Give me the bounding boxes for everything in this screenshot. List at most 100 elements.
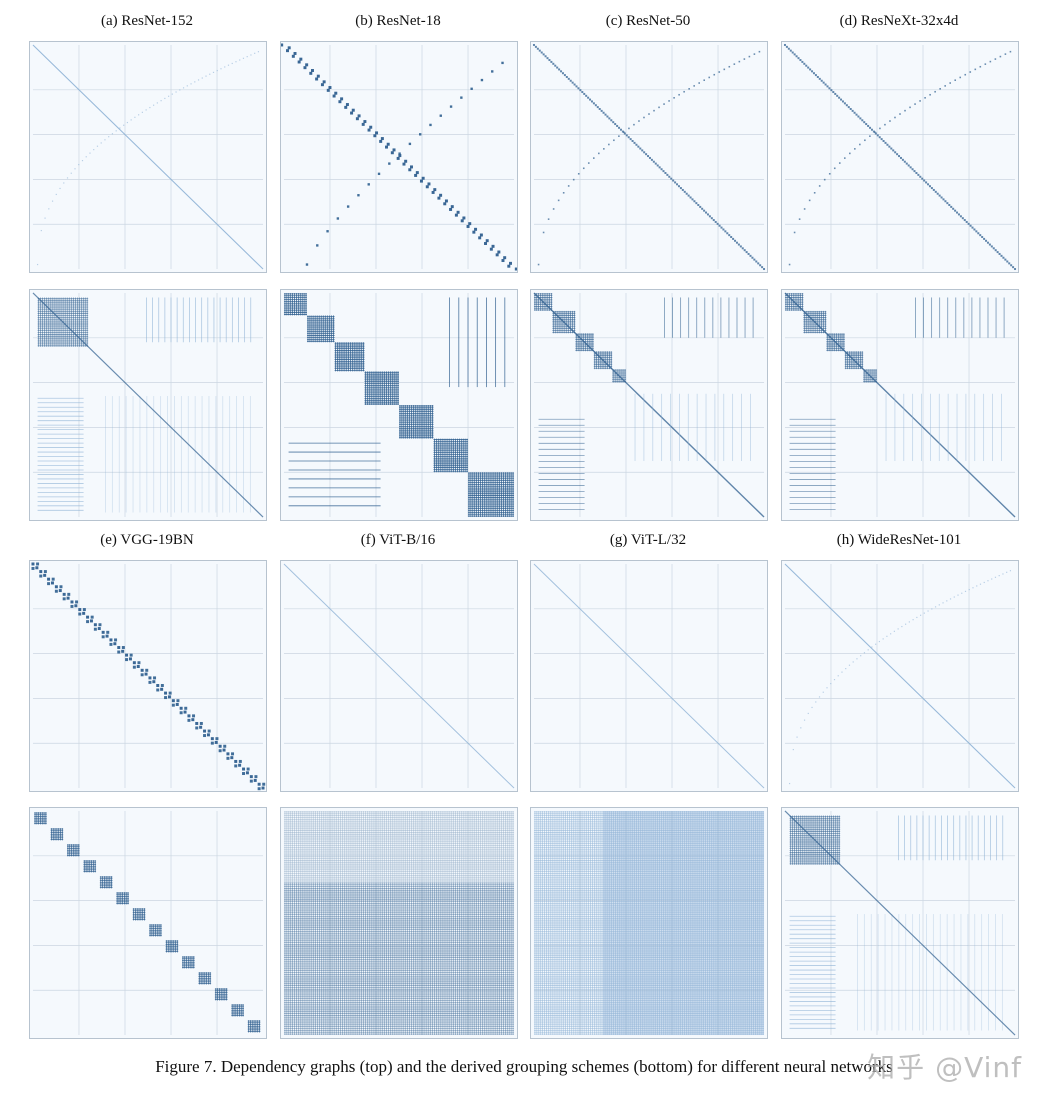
matrix-dot	[924, 97, 926, 99]
matrix-dot	[581, 91, 584, 94]
matrix-dot	[841, 100, 844, 103]
matrix-dot	[1008, 262, 1011, 265]
matrix-dot	[603, 148, 605, 150]
matrix-dot	[718, 224, 721, 227]
matrix-dot	[218, 749, 222, 753]
matrix-dot	[753, 53, 756, 55]
matrix-dot	[132, 661, 136, 665]
matrix-dot	[557, 199, 560, 202]
matrix-dot	[74, 604, 78, 608]
matrix-dot	[672, 179, 675, 182]
matrix-dot	[468, 222, 472, 226]
matrix-dot	[379, 139, 383, 143]
matrix-dot	[830, 89, 833, 92]
matrix-dot	[47, 582, 51, 586]
matrix-dot	[753, 258, 756, 261]
matrix-dot	[792, 748, 794, 751]
matrix-dot	[600, 109, 603, 112]
matrix-dot	[369, 125, 373, 129]
matrix-dot	[732, 237, 735, 240]
matrix-dot	[837, 675, 839, 677]
matrix-dot	[602, 111, 605, 114]
matrix-dot	[808, 199, 811, 202]
matrix-dot	[164, 691, 168, 695]
matrix-dot	[683, 190, 686, 193]
matrix-dot	[956, 211, 959, 214]
watermark: 知乎 @Vinf	[867, 1051, 1022, 1084]
matrix-dot	[916, 616, 918, 619]
matrix-dot	[497, 250, 501, 254]
matrix-dot	[357, 114, 361, 118]
matrix-dot	[713, 73, 716, 76]
matrix-dot	[363, 120, 367, 124]
matrix-dot	[787, 47, 790, 50]
matrix-dot	[254, 775, 258, 779]
matrix-dot	[967, 222, 970, 225]
matrix-dot	[585, 94, 588, 97]
matrix-dot	[921, 177, 924, 180]
matrix-dot	[678, 93, 680, 96]
matrix-dot	[125, 658, 129, 662]
matrix-dot	[928, 185, 931, 188]
matrix-dot	[886, 635, 888, 637]
matrix-dot	[328, 86, 332, 90]
matrix-dot	[223, 744, 227, 748]
matrix-dot	[117, 646, 121, 650]
matrix-dot	[911, 168, 914, 171]
matrix-dot	[310, 69, 314, 72]
matrix-dot	[548, 59, 551, 62]
matrix-dot	[856, 658, 858, 660]
matrix-dot	[489, 247, 493, 251]
matrix-dot	[114, 638, 118, 642]
matrix-dot	[153, 104, 155, 106]
matrix-dot	[691, 198, 694, 201]
matrix-dot	[361, 122, 365, 126]
dependency-graph-f-svg	[283, 563, 515, 789]
matrix-dot	[992, 247, 995, 250]
matrix-dot	[811, 70, 814, 73]
matrix-dot	[583, 92, 586, 95]
matrix-dot	[841, 671, 843, 673]
matrix-dot	[664, 172, 667, 174]
matrix-dot	[818, 185, 821, 187]
matrix-dot	[460, 219, 464, 223]
matrix-dot	[996, 251, 999, 254]
matrix-dot	[350, 111, 354, 115]
matrix-dot	[537, 263, 540, 266]
matrix-dot	[890, 147, 893, 150]
matrix-dot	[949, 82, 951, 84]
matrix-dot	[450, 205, 454, 209]
matrix-dot	[683, 90, 685, 93]
matrix-dot	[848, 664, 851, 666]
matrix-dot	[1000, 254, 1003, 257]
matrix-dot	[106, 630, 110, 634]
matrix-dot	[650, 158, 653, 161]
matrix-dot	[965, 220, 968, 223]
matrix-dot	[567, 77, 570, 80]
matrix-dot	[254, 52, 256, 54]
matrix-dot	[478, 236, 482, 240]
matrix-dot	[115, 130, 117, 132]
matrix-dot	[919, 175, 922, 178]
matrix-dot	[957, 213, 960, 216]
matrix-dot	[698, 82, 700, 84]
matrix-dot	[909, 166, 912, 169]
matrix-dot	[860, 655, 862, 657]
matrix-dot	[205, 75, 207, 77]
matrix-dot	[160, 684, 164, 687]
matrix-dot	[31, 562, 35, 566]
matrix-dot	[811, 706, 813, 709]
matrix-dot	[421, 176, 425, 180]
matrix-dot	[934, 190, 937, 193]
matrix-dot	[716, 222, 719, 225]
matrix-dot	[901, 625, 903, 628]
matrix-dot	[63, 182, 65, 184]
matrix-dot	[785, 45, 788, 48]
matrix-dot	[35, 566, 39, 570]
matrix-dot	[338, 100, 342, 104]
matrix-dot	[48, 208, 50, 210]
matrix-dot	[893, 630, 895, 632]
grouping-scheme-a	[29, 289, 267, 521]
matrix-dot	[495, 253, 499, 257]
matrix-dot	[969, 224, 972, 227]
